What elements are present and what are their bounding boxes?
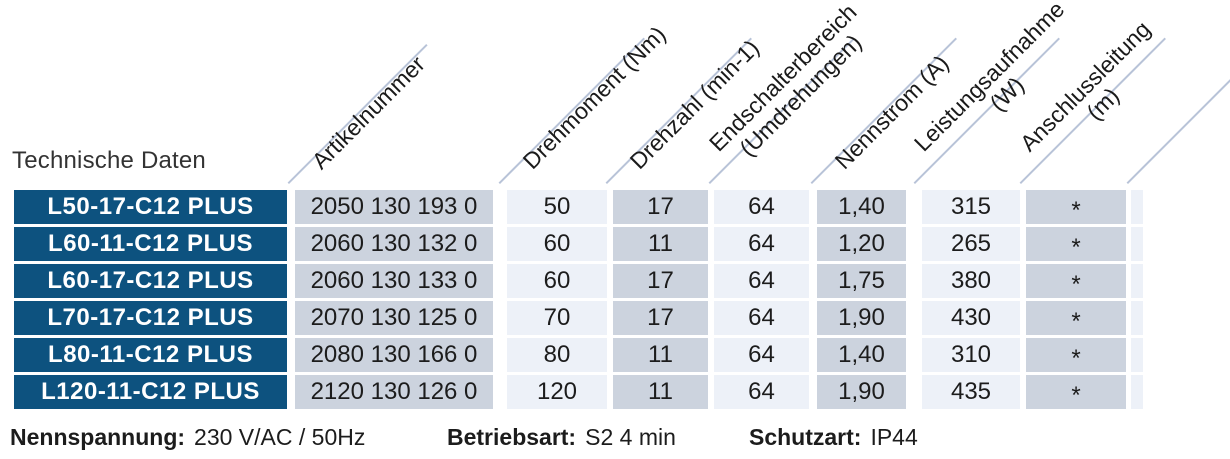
artikelnummer-cell: 2070 130 125 0	[295, 301, 493, 335]
spec-betriebsart: Betriebsart: S2 4 min	[447, 421, 676, 453]
endschalterbereich-cell: 64	[714, 264, 809, 298]
spec-value: 230 V/AC / 50Hz	[194, 424, 366, 450]
drehmoment-cell: 70	[507, 301, 607, 335]
artikelnummer-cell: 2060 130 133 0	[295, 264, 493, 298]
model-cell: L70-17-C12 PLUS	[14, 301, 287, 335]
drehmoment-cell: 80	[507, 338, 607, 372]
footer-specs: Nennspannung: 230 V/AC / 50Hz Betriebsart…	[0, 421, 1230, 455]
leistungsaufnahme-cell: 265	[922, 227, 1020, 261]
row-tail-cell	[1131, 264, 1143, 298]
table-title: Technische Daten	[12, 147, 206, 174]
model-cell: L50-17-C12 PLUS	[14, 190, 287, 224]
column-header-label: Artikelnummer	[306, 50, 430, 174]
nennstrom-cell: 1,90	[817, 375, 906, 409]
model-cell: L80-11-C12 PLUS	[14, 338, 287, 372]
artikelnummer-cell: 2080 130 166 0	[295, 338, 493, 372]
spec-value: IP44	[870, 424, 918, 450]
drehmoment-cell: 60	[507, 264, 607, 298]
row-tail-cell	[1131, 338, 1143, 372]
row-tail-cell	[1131, 190, 1143, 224]
model-cell: L120-11-C12 PLUS	[14, 375, 287, 409]
nennstrom-cell: 1,40	[817, 338, 906, 372]
drehmoment-cell: 50	[507, 190, 607, 224]
nennstrom-cell: 1,90	[817, 301, 906, 335]
drehzahl-cell: 11	[613, 338, 708, 372]
spec-label: Betriebsart:	[447, 424, 577, 450]
anschlussleitung-cell: *	[1026, 338, 1126, 372]
nennstrom-cell: 1,20	[817, 227, 906, 261]
anschlussleitung-cell: *	[1026, 301, 1126, 335]
endschalterbereich-cell: 64	[714, 338, 809, 372]
model-cell: L60-17-C12 PLUS	[14, 264, 287, 298]
drehzahl-cell: 17	[613, 190, 708, 224]
drehzahl-cell: 17	[613, 264, 708, 298]
column-header-artikelnummer: Artikelnummer	[307, 51, 430, 174]
row-tail-cell	[1131, 227, 1143, 261]
leistungsaufnahme-cell: 430	[922, 301, 1020, 335]
leistungsaufnahme-cell: 310	[922, 338, 1020, 372]
anschlussleitung-cell: *	[1026, 227, 1126, 261]
model-cell: L60-11-C12 PLUS	[14, 227, 287, 261]
anschlussleitung-cell: *	[1026, 375, 1126, 409]
anschlussleitung-cell: *	[1026, 190, 1126, 224]
endschalterbereich-cell: 64	[714, 190, 809, 224]
endschalterbereich-cell: 64	[714, 227, 809, 261]
spec-schutzart: Schutzart: IP44	[749, 421, 918, 453]
drehmoment-cell: 120	[507, 375, 607, 409]
nennstrom-cell: 1,40	[817, 190, 906, 224]
leistungsaufnahme-cell: 435	[922, 375, 1020, 409]
spec-label: Schutzart:	[749, 424, 862, 450]
drehzahl-cell: 17	[613, 301, 708, 335]
endschalterbereich-cell: 64	[714, 375, 809, 409]
drehmoment-cell: 60	[507, 227, 607, 261]
anschlussleitung-cell: *	[1026, 264, 1126, 298]
nennstrom-cell: 1,75	[817, 264, 906, 298]
spec-nennspannung: Nennspannung: 230 V/AC / 50Hz	[10, 421, 365, 453]
drehzahl-cell: 11	[613, 375, 708, 409]
leistungsaufnahme-cell: 315	[922, 190, 1020, 224]
row-tail-cell	[1131, 375, 1143, 409]
drehzahl-cell: 11	[613, 227, 708, 261]
row-tail-cell	[1131, 301, 1143, 335]
artikelnummer-cell: 2050 130 193 0	[295, 190, 493, 224]
leistungsaufnahme-cell: 380	[922, 264, 1020, 298]
artikelnummer-cell: 2060 130 132 0	[295, 227, 493, 261]
artikelnummer-cell: 2120 130 126 0	[295, 375, 493, 409]
endschalterbereich-cell: 64	[714, 301, 809, 335]
spec-value: S2 4 min	[585, 424, 676, 450]
spec-label: Nennspannung:	[10, 424, 186, 450]
